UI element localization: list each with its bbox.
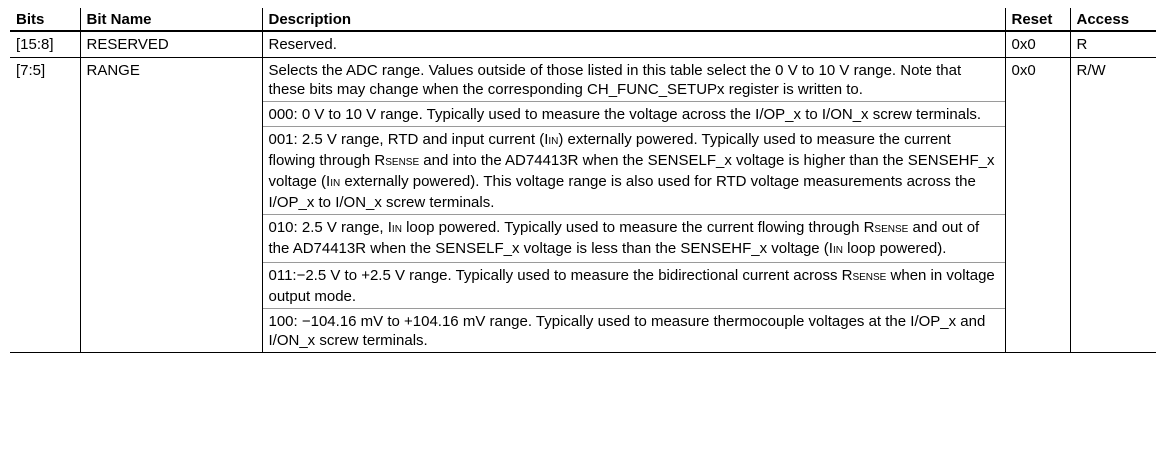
description-paragraph: 010: 2.5 V range, IIN loop powered. Typi… [262,214,1005,262]
text: 011:−2.5 V to +2.5 V range. Typically us… [268,267,853,284]
description-cell: Selects the ADC range. Values outside of… [261,57,1005,353]
column-header: Bit Name [79,8,262,32]
text: and out of the AD74413R when the SENSELF… [268,219,980,257]
text: Reserved. [268,36,337,53]
text: 100: −104.16 mV to +104.16 mV range. Typ… [268,313,986,349]
subscript: SENSE [874,224,909,235]
table-body: [15:8] RESERVED Reserved. 0x0 R [7:5] RANGE Sel… [10,31,1156,353]
column-header: Access [1069,8,1156,32]
description-paragraph: Selects the ADC range. Values outside of… [263,58,1005,101]
text: and into the AD74413R when the SENSELF_x… [268,152,995,190]
bit-name-cell: RESERVED [79,31,262,58]
text: externally powered). This voltage range … [268,173,976,211]
subscript: SENSE [385,157,420,168]
description-paragraph: 011:−2.5 V to +2.5 V range. Typically us… [262,262,1005,308]
description-paragraph: 100: −104.16 mV to +104.16 mV range. Typ… [262,308,1005,352]
description-paragraph: 001: 2.5 V range, RTD and input current … [262,126,1005,214]
column-header: Reset [1004,8,1070,32]
text: loop powered. Typically used to measure … [401,219,875,236]
text: 000: 0 V to 10 V range. Typically used t… [268,106,982,123]
reset-cell: 0x0 [1004,31,1070,58]
text: 010: 2.5 V range, I [268,219,392,236]
text: ) externally powered. Typically used to … [268,131,951,169]
access-cell: R [1069,31,1156,58]
reset-cell: 0x0 [1004,57,1070,353]
subscript: IN [391,224,402,235]
table-row: [15:8] RESERVED Reserved. 0x0 R [10,31,1156,58]
bit-name-cell: RANGE [79,57,262,353]
access-cell: R/W [1069,57,1156,353]
register-table: Bits Bit Name Description Reset Access [15:8… [10,8,1156,353]
column-header: Description [261,8,1005,32]
description-paragraph: 000: 0 V to 10 V range. Typically used t… [262,101,1005,126]
description-paragraph: Reserved. [263,32,1005,56]
table-row: [7:5] RANGE Selects the ADC range. Values … [10,57,1156,353]
subscript: IN [832,245,843,256]
text: 001: 2.5 V range, RTD and input current … [268,131,549,148]
subscript: SENSE [852,272,887,283]
text: Selects the ADC range. Values outside of… [268,62,962,98]
header-row: Bits Bit Name Description Reset Access [10,8,1156,32]
bits-cell: [7:5] [10,57,80,353]
subscript: IN [330,178,341,189]
description-cell: Reserved. [261,31,1005,58]
bits-cell: [15:8] [10,31,80,58]
text: loop powered). [842,240,947,257]
text: when in voltage output mode. [268,267,995,305]
register-table-wrap: Bits Bit Name Description Reset Access [15:8… [10,8,1156,353]
subscript: IN [548,136,559,147]
column-header: Bits [10,8,80,32]
